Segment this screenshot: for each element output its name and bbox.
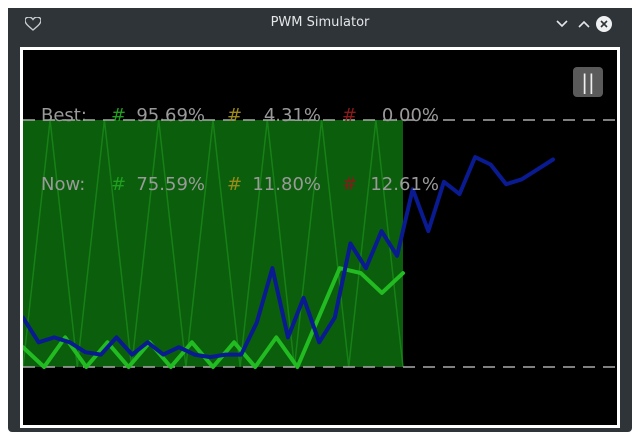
best-row: Best: # 95.69% # 4.31% # 0.00% <box>41 104 439 127</box>
best-red-value: 0.00% <box>381 105 439 126</box>
best-yellow-value: 4.31% <box>263 105 321 126</box>
window-title: PWM Simulator <box>270 15 370 30</box>
app-window: PWM Simulator Best: # 95.69% # 4.31% <box>8 8 632 432</box>
best-green-value: 95.69% <box>136 105 205 126</box>
close-button[interactable] <box>594 14 614 34</box>
heart-icon[interactable] <box>23 14 43 34</box>
now-label: Now: <box>41 174 86 195</box>
chevron-up-icon[interactable] <box>574 14 594 34</box>
now-green-value: 75.59% <box>136 174 205 195</box>
now-red-value: 12.61% <box>370 174 439 195</box>
now-yellow-value: 11.80% <box>252 174 321 195</box>
simulation-canvas: Best: # 95.69% # 4.31% # 0.00% Now: # 75… <box>23 50 617 425</box>
best-red-hash: # <box>342 105 358 126</box>
title-bar[interactable]: PWM Simulator <box>8 8 632 39</box>
now-red-hash: # <box>342 174 358 195</box>
output-trace <box>23 266 405 369</box>
pause-button[interactable]: || <box>573 67 603 97</box>
signal-trace <box>23 155 555 360</box>
best-yellow-hash: # <box>227 105 243 126</box>
now-row: Now: # 75.59% # 11.80% # 12.61% <box>41 173 439 196</box>
pwm-active-region <box>23 120 403 367</box>
now-green-hash: # <box>111 174 127 195</box>
client-area: Best: # 95.69% # 4.31% # 0.00% Now: # 75… <box>20 47 620 428</box>
close-icon[interactable] <box>596 16 612 32</box>
chevron-down-icon[interactable] <box>552 14 572 34</box>
best-green-hash: # <box>111 105 127 126</box>
best-label: Best: <box>41 105 87 126</box>
stats-panel: Best: # 95.69% # 4.31% # 0.00% Now: # 75… <box>41 58 439 242</box>
now-yellow-hash: # <box>227 174 243 195</box>
pwm-plot <box>23 119 617 369</box>
